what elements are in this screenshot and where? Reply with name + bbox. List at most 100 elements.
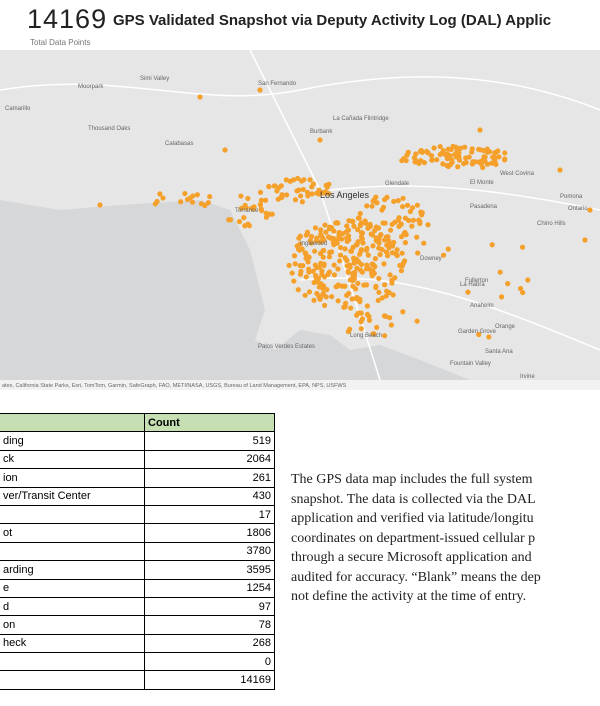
map-dot	[370, 243, 376, 249]
map-dot	[238, 205, 244, 211]
table-row: d 97	[0, 596, 275, 617]
map-dot	[315, 279, 321, 285]
map-dot	[198, 201, 205, 207]
map-dot	[269, 211, 275, 217]
map-dot	[413, 158, 419, 164]
map-dot	[266, 184, 272, 190]
map-dot	[298, 193, 304, 199]
map-dot	[369, 261, 375, 267]
map-dot	[358, 234, 365, 240]
map-dot	[342, 246, 348, 252]
map-dot	[437, 143, 443, 150]
map-dot	[399, 203, 406, 210]
map-label: El Monte	[470, 180, 494, 186]
map-dot	[245, 195, 251, 202]
map-dot	[197, 94, 203, 100]
map-dot	[344, 223, 350, 229]
map-dot	[294, 243, 300, 249]
map-dot	[465, 289, 471, 295]
table-cell: on	[0, 615, 145, 635]
map-dot	[306, 289, 313, 295]
map-dot	[370, 198, 376, 204]
table-cell: 97	[144, 596, 275, 617]
map-dot	[381, 237, 388, 243]
map-dot	[346, 237, 352, 243]
map-dot	[387, 315, 393, 321]
map-label: Palos Verdes Estates	[258, 344, 315, 350]
map-dot	[257, 202, 263, 208]
map-dot	[431, 145, 437, 151]
table-row: 17	[0, 504, 275, 525]
map-dot	[376, 275, 382, 282]
map-dot	[358, 230, 365, 236]
map-dot	[398, 234, 405, 240]
table-cell: e	[0, 578, 145, 598]
table-cell	[0, 652, 145, 672]
map-dot	[364, 311, 371, 318]
map-dot	[272, 183, 278, 189]
map-dot	[379, 295, 385, 301]
map-dot	[321, 302, 328, 308]
map-dot	[154, 198, 160, 205]
map-dot	[398, 268, 405, 274]
map-dot	[184, 196, 191, 203]
map-dot	[458, 145, 464, 151]
map-dot	[350, 244, 356, 250]
subtitle: Total Data Points	[30, 38, 91, 47]
map-dot	[351, 260, 357, 266]
map-dot	[251, 204, 257, 210]
map-dot	[307, 177, 313, 183]
map-dot	[409, 205, 416, 211]
map-dot	[469, 149, 475, 155]
map-dot	[400, 195, 406, 201]
map-dot	[345, 328, 351, 335]
map-dot	[481, 148, 487, 154]
map-dot	[388, 242, 394, 248]
map-dot	[257, 87, 263, 93]
map-dot	[414, 202, 420, 208]
map-dot	[484, 161, 491, 167]
map-label: Pomona	[560, 194, 583, 200]
map-dot	[428, 153, 435, 159]
table-cell: ion	[0, 468, 145, 488]
map-dot	[492, 159, 498, 165]
map-dot	[344, 257, 350, 263]
map-dot	[309, 184, 315, 190]
map-dot	[262, 197, 269, 203]
map-dot	[295, 287, 301, 293]
map-label: Los Angeles	[320, 190, 370, 200]
map-dot	[354, 294, 360, 301]
map-dot	[319, 189, 325, 196]
map-dot	[347, 277, 353, 283]
map-dot	[335, 298, 341, 304]
map-dot	[331, 228, 337, 234]
map-dot	[321, 262, 327, 269]
map-dot	[355, 280, 361, 286]
map-dot	[425, 150, 431, 156]
map-dot	[305, 193, 311, 199]
map-dot	[318, 293, 324, 299]
table-cell: 1806	[144, 523, 275, 543]
map-dot	[404, 202, 411, 208]
map-dot	[389, 277, 395, 283]
map-dot	[382, 220, 388, 226]
map-dot	[414, 318, 420, 324]
map-dot	[410, 217, 417, 223]
table-row: heck 268	[0, 633, 275, 654]
map-label: Long Beach	[350, 333, 382, 339]
map-dot	[399, 250, 405, 256]
map-dot	[309, 191, 315, 197]
map-dot	[502, 150, 508, 156]
map-dot	[372, 256, 379, 262]
map-label: Orange	[495, 324, 516, 330]
map-dot	[333, 284, 339, 290]
map-dot	[350, 283, 356, 289]
map-dot	[356, 259, 362, 265]
map-dot	[358, 319, 364, 325]
map-dot	[368, 231, 374, 237]
map-dot	[286, 262, 292, 269]
map-label: Fullerton	[465, 278, 488, 284]
map-dot	[489, 242, 495, 248]
map-dot	[331, 262, 337, 268]
map-dot	[320, 283, 327, 289]
